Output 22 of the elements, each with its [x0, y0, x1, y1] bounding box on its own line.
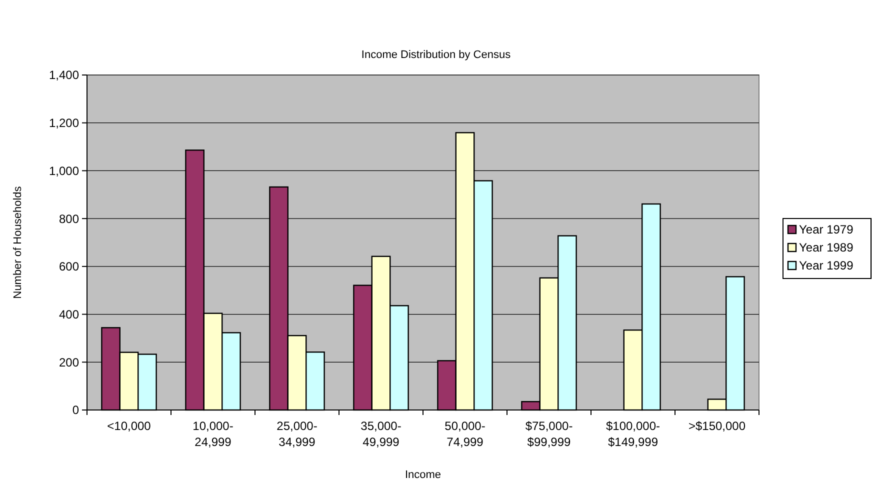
legend-label: Year 1999: [799, 258, 854, 272]
x-tick-label: >$150,000: [688, 419, 746, 433]
y-tick-label: 1,400: [48, 68, 80, 82]
y-axis-title: Number of Households: [12, 186, 24, 299]
x-tick-label: 35,000- 49,999: [360, 419, 402, 449]
x-tick-label: <10,000: [107, 419, 152, 433]
x-tick-label: 10,000- 24,999: [192, 419, 234, 449]
legend-label: Year 1989: [799, 240, 854, 254]
chart-title: Income Distribution by Census: [361, 49, 512, 61]
y-tick-label: 600: [58, 260, 80, 274]
x-tick-label: 50,000- 74,999: [444, 419, 486, 449]
y-tick-label: 1,200: [48, 116, 80, 130]
x-tick-label: $100,000- $149,999: [606, 419, 660, 449]
x-tick-label: $75,000- $99,999: [525, 419, 573, 449]
legend-label: Year 1979: [799, 222, 854, 236]
y-tick-label: 200: [58, 355, 80, 370]
y-tick-label: 400: [58, 307, 80, 322]
y-tick-label: 800: [58, 212, 80, 226]
y-tick-label: 0: [72, 403, 80, 418]
y-tick-label: 1,000: [48, 164, 80, 178]
x-axis-title: Income: [404, 469, 442, 481]
x-tick-label: 25,000- 34,999: [276, 419, 318, 449]
